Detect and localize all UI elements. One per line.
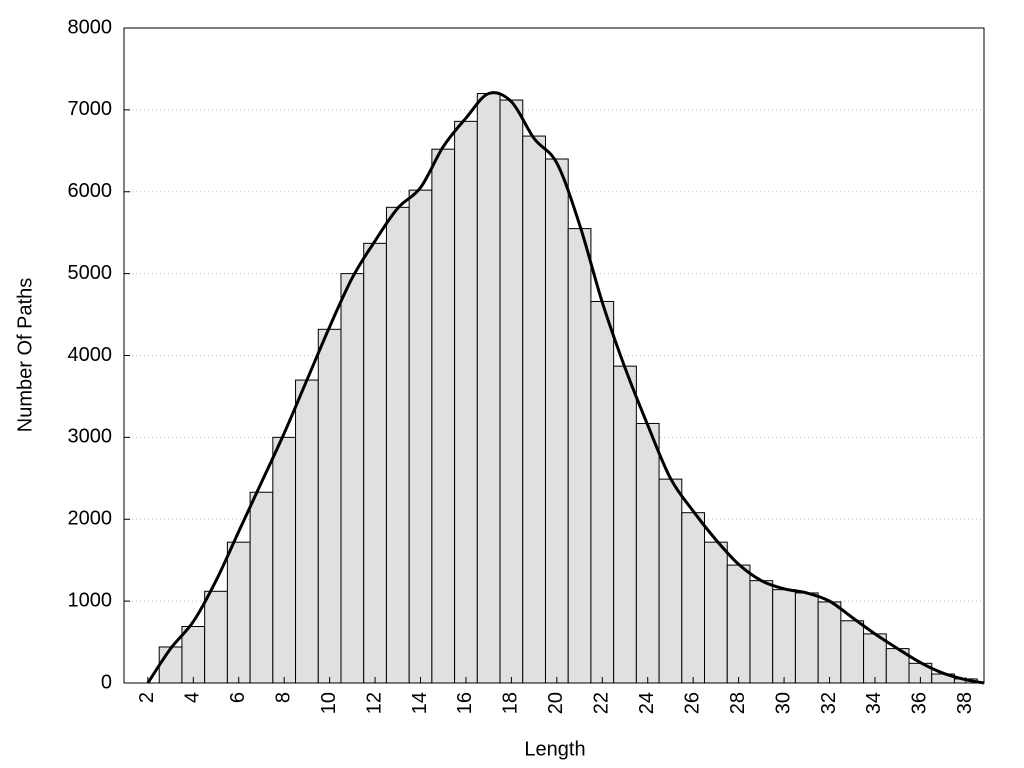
- bar: [249, 491, 274, 684]
- x-tick-label: 32: [818, 692, 840, 714]
- bar: [544, 158, 569, 684]
- bar: [635, 422, 660, 684]
- bar: [704, 541, 728, 684]
- x-tick-label: 26: [681, 692, 703, 714]
- x-tick-label: 12: [363, 692, 385, 714]
- x-tick-label: 10: [318, 692, 340, 714]
- bar: [408, 189, 433, 684]
- bar: [522, 135, 546, 684]
- bar: [385, 206, 410, 684]
- y-tick-label: 7000: [68, 98, 113, 120]
- y-tick-label: 3000: [68, 426, 113, 448]
- bar: [454, 120, 478, 684]
- bar: [431, 148, 456, 684]
- x-tick-label: 24: [636, 692, 658, 714]
- bar: [476, 93, 501, 684]
- bar: [317, 328, 342, 684]
- x-tick-label: 18: [500, 692, 522, 714]
- bar: [590, 300, 615, 684]
- bar: [772, 589, 796, 684]
- bar: [340, 273, 365, 684]
- y-tick-label: 5000: [68, 262, 113, 284]
- x-axis-label: Length: [524, 738, 585, 760]
- x-tick-label: 16: [454, 692, 476, 714]
- bar: [272, 436, 297, 684]
- bar: [613, 365, 637, 684]
- x-tick-label: 20: [545, 692, 567, 714]
- bar: [658, 478, 683, 684]
- bar: [817, 601, 842, 684]
- plot-frame: [123, 27, 985, 684]
- y-tick-label: 0: [101, 671, 112, 693]
- bar: [567, 228, 592, 684]
- bar: [499, 99, 524, 684]
- y-tick-label: 2000: [68, 508, 113, 530]
- x-tick-label: 36: [909, 692, 931, 714]
- y-tick-label: 8000: [68, 16, 113, 38]
- bar: [794, 592, 819, 684]
- y-tick-label: 1000: [68, 589, 113, 611]
- density-line: [146, 91, 985, 685]
- bar: [863, 633, 887, 684]
- y-axis-label: Number Of Paths: [14, 278, 36, 433]
- x-tick-label: 6: [227, 692, 249, 703]
- bar: [749, 580, 774, 684]
- x-tick-label: 4: [182, 692, 204, 703]
- x-tick-label: 28: [727, 692, 749, 714]
- x-tick-label: 38: [954, 692, 976, 714]
- bar: [226, 541, 251, 684]
- x-tick-label: 22: [591, 692, 613, 714]
- x-tick-label: 8: [272, 692, 294, 703]
- x-tick-label: 2: [136, 692, 158, 703]
- bar: [158, 646, 183, 684]
- y-tick-label: 6000: [68, 180, 113, 202]
- bar: [726, 564, 751, 684]
- x-tick-label: 14: [409, 692, 431, 714]
- x-tick-label: 34: [863, 692, 885, 714]
- bar: [204, 590, 228, 684]
- bar: [363, 242, 387, 684]
- bar: [181, 626, 206, 684]
- bar: [840, 620, 865, 684]
- bar: [681, 512, 706, 684]
- bar: [295, 379, 319, 684]
- x-tick-label: 30: [772, 692, 794, 714]
- y-tick-label: 4000: [68, 344, 113, 366]
